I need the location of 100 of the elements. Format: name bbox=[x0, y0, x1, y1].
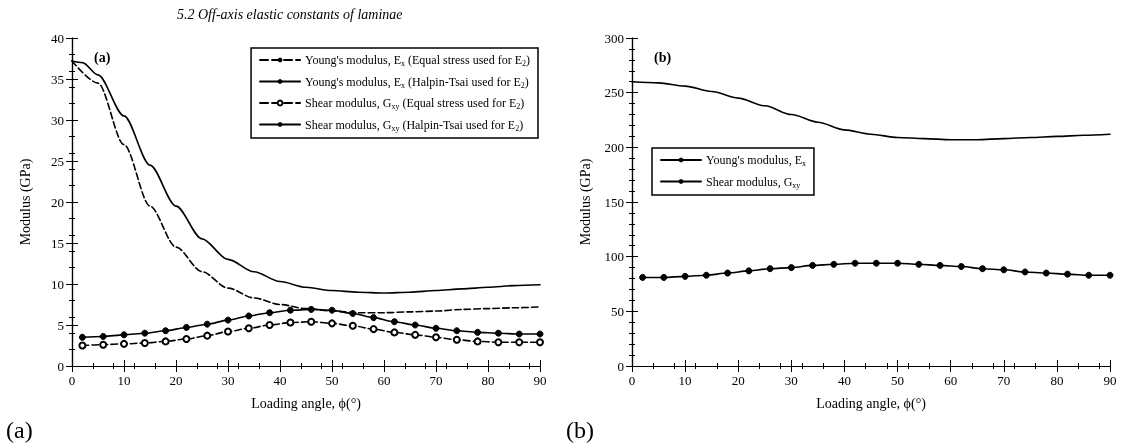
y-axis-title: Modulus (GPa) bbox=[577, 158, 594, 246]
point bbox=[474, 328, 482, 336]
point bbox=[182, 323, 190, 331]
point bbox=[78, 333, 86, 341]
point bbox=[979, 265, 987, 273]
x-tick-label: 70 bbox=[429, 373, 443, 388]
x-axis-title: Loading angle, ϕ(°) bbox=[251, 395, 362, 412]
point bbox=[348, 321, 357, 330]
point bbox=[494, 338, 503, 347]
y-tick-label: 40 bbox=[51, 30, 64, 46]
point bbox=[266, 309, 274, 317]
x-tick-label: 40 bbox=[837, 373, 851, 388]
point bbox=[328, 306, 336, 314]
point bbox=[245, 312, 253, 320]
point bbox=[162, 327, 170, 335]
point bbox=[244, 324, 253, 333]
point bbox=[286, 318, 295, 327]
x-tick-label: 0 bbox=[68, 373, 76, 388]
y-tick-label: 0 bbox=[617, 358, 624, 374]
x-tick-label: 90 bbox=[1103, 373, 1117, 388]
point bbox=[702, 271, 710, 279]
point bbox=[390, 318, 398, 326]
point bbox=[536, 330, 544, 338]
y-tick-label: 30 bbox=[51, 112, 64, 128]
y-tick-label: 200 bbox=[604, 139, 624, 155]
point bbox=[894, 259, 902, 267]
x-tick-label: 0 bbox=[628, 373, 636, 388]
x-tick-label: 80 bbox=[1050, 373, 1064, 388]
point bbox=[432, 333, 440, 342]
x-tick-label: 50 bbox=[325, 373, 339, 388]
point bbox=[957, 263, 965, 271]
point bbox=[328, 319, 336, 328]
point bbox=[203, 331, 212, 340]
x-axis-title: Loading angle, ϕ(°) bbox=[816, 395, 927, 412]
point bbox=[787, 264, 795, 272]
x-tick-label: 20 bbox=[169, 373, 183, 388]
point bbox=[1021, 268, 1029, 276]
point bbox=[851, 259, 859, 267]
point bbox=[915, 260, 923, 268]
point bbox=[724, 269, 732, 277]
x-tick-label: 20 bbox=[731, 373, 745, 388]
point bbox=[120, 339, 128, 348]
point bbox=[78, 341, 87, 350]
y-tick-label: 20 bbox=[51, 194, 64, 210]
point bbox=[411, 321, 419, 329]
y-tick-label: 300 bbox=[604, 30, 624, 46]
point bbox=[1000, 266, 1008, 274]
point bbox=[872, 259, 880, 267]
point bbox=[224, 316, 232, 324]
point bbox=[203, 320, 211, 328]
x-tick-label: 10 bbox=[117, 373, 131, 388]
point bbox=[161, 337, 170, 346]
point bbox=[99, 340, 108, 349]
point bbox=[141, 329, 149, 337]
chart-title: 5.2 Off-axis elastic constants of laminae bbox=[177, 6, 403, 22]
point bbox=[830, 260, 838, 268]
y-axis-title: Modulus (GPa) bbox=[17, 158, 34, 246]
x-tick-label: 30 bbox=[221, 373, 235, 388]
point bbox=[265, 321, 274, 329]
point bbox=[1085, 271, 1093, 279]
point bbox=[411, 330, 420, 339]
y-tick-label: 50 bbox=[611, 303, 624, 319]
y-tick-label: 10 bbox=[51, 276, 64, 292]
point bbox=[224, 327, 232, 336]
point bbox=[120, 331, 128, 339]
point bbox=[452, 335, 461, 344]
x-tick-label: 30 bbox=[784, 373, 798, 388]
x-tick-label: 40 bbox=[273, 373, 287, 388]
point bbox=[1106, 271, 1114, 279]
point bbox=[536, 338, 544, 347]
point bbox=[349, 310, 357, 318]
annotation: (b) bbox=[654, 49, 672, 66]
text: (b) bbox=[566, 417, 594, 443]
point bbox=[182, 334, 191, 343]
y-tick-label: 100 bbox=[604, 249, 624, 265]
point bbox=[515, 330, 523, 338]
y-tick-label: 5 bbox=[57, 317, 64, 333]
x-tick-label: 60 bbox=[377, 373, 391, 388]
point bbox=[1064, 270, 1072, 278]
annotation: (a) bbox=[94, 49, 111, 66]
point bbox=[473, 337, 482, 346]
y-tick-label: 0 bbox=[57, 358, 64, 374]
point bbox=[681, 272, 689, 280]
x-tick-label: 60 bbox=[944, 373, 958, 388]
point bbox=[745, 267, 753, 275]
point bbox=[307, 317, 316, 326]
point bbox=[660, 273, 668, 281]
x-tick-label: 50 bbox=[891, 373, 905, 388]
point bbox=[286, 306, 294, 314]
y-tick-label: 250 bbox=[604, 85, 624, 101]
point bbox=[1042, 269, 1050, 277]
point bbox=[390, 328, 399, 337]
y-tick-label: 150 bbox=[604, 194, 624, 210]
point bbox=[370, 314, 378, 322]
point bbox=[432, 324, 440, 332]
point bbox=[766, 265, 774, 273]
point bbox=[453, 327, 461, 335]
point bbox=[936, 261, 944, 269]
point bbox=[99, 332, 107, 340]
x-tick-label: 90 bbox=[533, 373, 547, 388]
